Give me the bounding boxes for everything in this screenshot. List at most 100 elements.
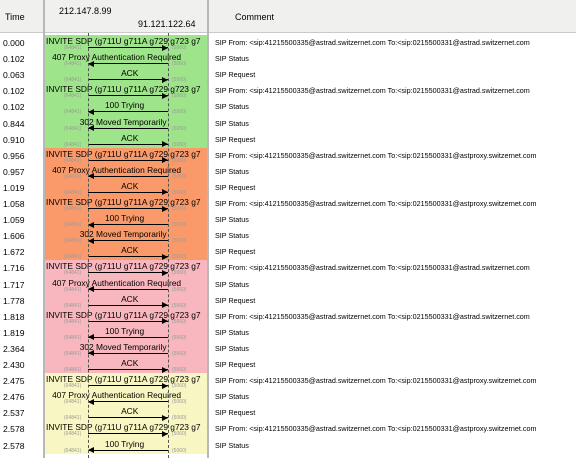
row-comment: SIP Request xyxy=(215,247,256,257)
message-label: ACK xyxy=(121,180,139,191)
port-left: (64841) xyxy=(64,286,82,293)
message-label: ACK xyxy=(121,68,139,79)
flow-row[interactable]: 0.102 407 Proxy Authentication Required (6… xyxy=(0,51,576,67)
message-label: ACK xyxy=(121,358,139,368)
message-label: ACK xyxy=(121,293,139,304)
message-arrow-line xyxy=(88,385,168,387)
row-time: 0.063 xyxy=(3,70,25,81)
row-comment: SIP Status xyxy=(215,215,249,225)
message-arrow-line xyxy=(88,272,168,274)
flow-row[interactable]: 1.019 ACK (64841) (5060) SIP Request xyxy=(0,180,576,196)
message-arrow-line xyxy=(88,288,168,290)
message-label: INVITE SDP (g711U g711A g729 g723 g7 xyxy=(46,261,201,272)
row-comment: SIP Request xyxy=(215,408,256,418)
arrow-right-icon xyxy=(162,76,168,83)
arrow-left-icon xyxy=(88,350,94,357)
arrow-left-icon xyxy=(88,286,94,292)
flow-row[interactable]: 0.063 ACK (64841) (5060) SIP Request xyxy=(0,67,576,83)
flow-row[interactable]: 0.844 302 Moved Temporarily (64841) (5060) S… xyxy=(0,116,576,132)
flow-row[interactable]: 0.957 407 Proxy Authentication Required (6… xyxy=(0,164,576,180)
row-time: 0.956 xyxy=(3,150,25,161)
port-right: (5060) xyxy=(172,189,187,196)
arrow-right-icon xyxy=(162,141,168,148)
message-arrow-line xyxy=(88,63,168,65)
row-comment: SIP From: <sip:41215500335@astrad.switze… xyxy=(215,424,537,434)
flow-row[interactable]: 2.578 100 Trying (64841) (5060) SIP Status xyxy=(0,438,576,454)
flow-row[interactable]: 2.475 INVITE SDP (g711U g711A g729 g723 g… xyxy=(0,373,576,389)
row-time: 0.102 xyxy=(3,102,25,113)
row-comment: SIP From: <sip:41215500335@astrad.switze… xyxy=(215,263,530,273)
message-arrow-line xyxy=(88,175,168,177)
arrow-right-icon xyxy=(162,318,168,325)
time-column-header[interactable]: Time xyxy=(5,12,25,22)
graph-right-border[interactable] xyxy=(207,0,209,458)
message-label: 302 Moved Temporarily xyxy=(79,116,167,127)
flow-row[interactable]: 1.672 ACK (64841) (5060) SIP Request xyxy=(0,244,576,260)
message-arrow-line xyxy=(88,240,168,242)
port-left: (64841) xyxy=(64,399,82,406)
flow-row[interactable]: 1.818 INVITE SDP (g711U g711A g729 g723 g… xyxy=(0,309,576,325)
message-label: 407 Proxy Authentication Required xyxy=(52,164,182,175)
port-left: (64841) xyxy=(64,415,82,422)
flow-row[interactable]: 1.058 INVITE SDP (g711U g711A g729 g723 g… xyxy=(0,196,576,212)
flow-row[interactable]: 1.716 INVITE SDP (g711U g711A g729 g723 g… xyxy=(0,260,576,276)
flow-row[interactable]: 2.430 ACK (64841) (5060) SIP Request xyxy=(0,357,576,373)
port-right: (5060) xyxy=(172,61,187,68)
flow-row[interactable]: 1.717 407 Proxy Authentication Required (6… xyxy=(0,277,576,293)
flow-row[interactable]: 1.606 302 Moved Temporarily (64841) (5060) S… xyxy=(0,228,576,244)
arrow-left-icon xyxy=(88,108,94,115)
row-time: 0.844 xyxy=(3,118,25,129)
message-arrow-line xyxy=(88,79,168,81)
message-label: 100 Trying xyxy=(105,100,145,111)
message-arrow-line xyxy=(88,304,168,306)
arrow-right-icon xyxy=(162,157,168,164)
row-comment: SIP Request xyxy=(215,134,256,144)
comment-column-header[interactable]: Comment xyxy=(235,12,275,22)
port-left: (64841) xyxy=(64,125,82,132)
host-right-lifeline xyxy=(168,33,169,458)
message-arrow-line xyxy=(88,320,168,322)
message-label: INVITE SDP (g711U g711A g729 g723 g7 xyxy=(46,309,201,320)
row-time: 1.717 xyxy=(3,279,25,290)
row-time: 2.537 xyxy=(3,408,25,419)
message-arrow-line xyxy=(88,352,168,354)
flow-row[interactable]: 1.059 100 Trying (64841) (5060) SIP Status xyxy=(0,212,576,228)
graph-left-border[interactable] xyxy=(43,0,45,458)
row-comment: SIP Status xyxy=(215,343,249,353)
message-label: 407 Proxy Authentication Required xyxy=(52,390,182,401)
message-label: 302 Moved Temporarily xyxy=(79,341,167,352)
port-right: (5060) xyxy=(172,431,187,438)
message-arrow-line xyxy=(88,256,168,258)
flow-row[interactable]: 2.537 ACK (64841) (5060) SIP Request xyxy=(0,405,576,421)
arrow-left-icon xyxy=(88,173,94,180)
flow-row[interactable]: 2.364 302 Moved Temporarily (64841) (5060) S… xyxy=(0,341,576,357)
message-arrow-line xyxy=(88,127,168,129)
row-time: 1.606 xyxy=(3,231,25,242)
port-right: (5060) xyxy=(172,302,187,309)
message-label: INVITE SDP (g711U g711A g729 g723 g7 xyxy=(46,374,201,385)
port-right: (5060) xyxy=(172,399,187,406)
row-time: 2.578 xyxy=(3,440,25,451)
message-arrow-line xyxy=(88,433,168,435)
flow-group-band xyxy=(45,373,207,454)
port-right: (5060) xyxy=(172,141,187,148)
flow-row[interactable]: 0.102 INVITE SDP (g711U g711A g729 g723 g… xyxy=(0,83,576,99)
row-time: 0.957 xyxy=(3,166,25,177)
flow-row[interactable]: 1.778 ACK (64841) (5060) SIP Request xyxy=(0,293,576,309)
row-comment: SIP Status xyxy=(215,118,249,128)
flow-row[interactable]: 0.000 INVITE SDP (g711U g711A g729 g723 g… xyxy=(0,35,576,51)
row-comment: SIP From: <sip:41215500335@astrad.switze… xyxy=(215,86,530,96)
arrow-right-icon xyxy=(162,205,168,212)
arrow-left-icon xyxy=(88,125,94,131)
flow-row[interactable]: 0.956 INVITE SDP (g711U g711A g729 g723 g… xyxy=(0,148,576,164)
message-label: ACK xyxy=(121,245,139,256)
flow-row[interactable]: 2.476 407 Proxy Authentication Required (6… xyxy=(0,389,576,405)
row-comment: SIP From: <sip:41215500335@astrad.switze… xyxy=(215,150,537,160)
message-label: 100 Trying xyxy=(105,438,145,449)
row-time: 1.058 xyxy=(3,199,25,209)
flow-row[interactable]: 0.910 ACK (64841) (5060) SIP Request xyxy=(0,132,576,148)
port-right: (5060) xyxy=(172,270,187,277)
flow-row[interactable]: 0.102 100 Trying (64841) (5060) SIP Status xyxy=(0,99,576,115)
flow-row[interactable]: 2.578 INVITE SDP (g711U g711A g729 g723 g… xyxy=(0,421,576,437)
flow-row[interactable]: 1.819 100 Trying (64841) (5060) SIP Status xyxy=(0,325,576,341)
